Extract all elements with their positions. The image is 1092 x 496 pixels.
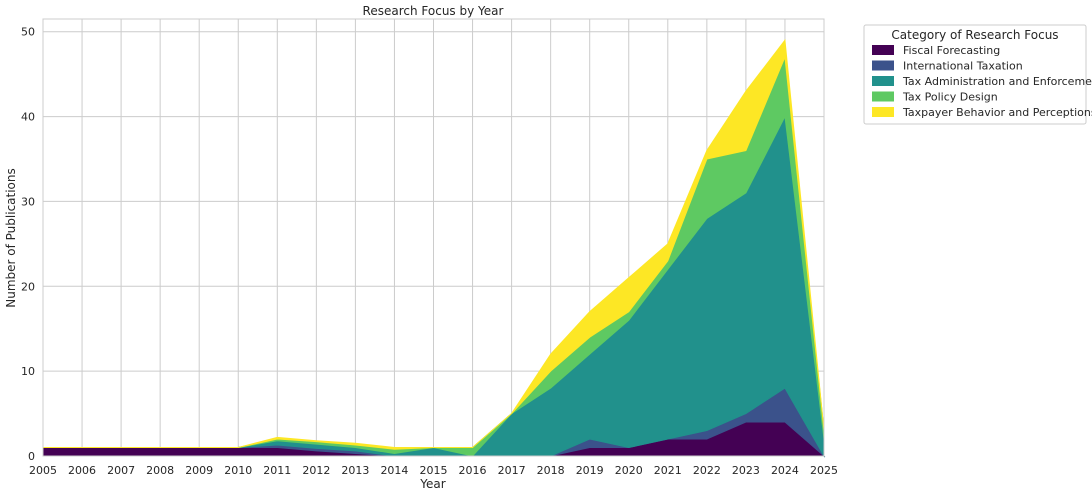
y-tick-label: 10 bbox=[21, 365, 35, 378]
legend-label: Fiscal Forecasting bbox=[903, 44, 1000, 57]
x-tick-label: 2008 bbox=[146, 464, 174, 477]
x-tick-label: 2025 bbox=[810, 464, 838, 477]
x-tick-label: 2010 bbox=[224, 464, 252, 477]
legend-label: Tax Policy Design bbox=[902, 91, 998, 104]
y-tick-labels: 0 10 20 30 40 50 bbox=[21, 26, 35, 463]
legend-box bbox=[863, 24, 1087, 125]
x-tick-label: 2007 bbox=[107, 464, 135, 477]
legend-title: Category of Research Focus bbox=[891, 28, 1058, 42]
x-tick-label: 2024 bbox=[771, 464, 799, 477]
x-tick-label: 2013 bbox=[341, 464, 369, 477]
legend-items: Fiscal Forecasting International Taxation… bbox=[872, 44, 1092, 119]
y-tick-label: 40 bbox=[21, 111, 35, 124]
legend-label: Taxpayer Behavior and Perceptions bbox=[902, 106, 1092, 119]
y-axis-label: Number of Publications bbox=[4, 168, 18, 308]
x-axis-label: Year bbox=[419, 477, 445, 491]
plot-frame bbox=[42, 18, 825, 457]
x-tick-labels: 2005 2006 2007 2008 2009 2010 2011 2012 2013 2014… bbox=[29, 464, 838, 477]
legend-swatch bbox=[872, 107, 894, 117]
y-tick-label: 50 bbox=[21, 26, 35, 39]
x-tick-label: 2021 bbox=[654, 464, 682, 477]
x-tick-label: 2006 bbox=[68, 464, 96, 477]
x-tick-label: 2012 bbox=[302, 464, 330, 477]
legend-label: International Taxation bbox=[903, 60, 1023, 73]
legend-swatch bbox=[872, 60, 894, 71]
x-tick-label: 2017 bbox=[498, 464, 526, 477]
legend-swatch bbox=[872, 91, 894, 102]
x-tick-label: 2014 bbox=[380, 464, 408, 477]
x-tick-label: 2020 bbox=[615, 464, 643, 477]
legend-swatch bbox=[872, 76, 894, 86]
y-tick-label: 20 bbox=[21, 280, 35, 293]
chart-title: Research Focus by Year bbox=[363, 4, 504, 18]
x-tick-label: 2009 bbox=[185, 464, 213, 477]
x-tick-label: 2022 bbox=[693, 464, 721, 477]
legend: Category of Research Focus Fiscal Foreca… bbox=[863, 24, 1092, 125]
y-tick-label: 0 bbox=[28, 450, 35, 463]
y-tick-label: 30 bbox=[21, 195, 35, 208]
x-tick-label: 2005 bbox=[29, 464, 57, 477]
x-tick-label: 2016 bbox=[459, 464, 487, 477]
x-tick-label: 2019 bbox=[576, 464, 604, 477]
legend-label: Tax Administration and Enforcement bbox=[902, 75, 1092, 88]
x-tick-label: 2018 bbox=[537, 464, 565, 477]
x-tick-label: 2015 bbox=[420, 464, 448, 477]
x-tick-label: 2023 bbox=[732, 464, 760, 477]
legend-swatch bbox=[872, 45, 894, 55]
x-tick-label: 2011 bbox=[263, 464, 291, 477]
